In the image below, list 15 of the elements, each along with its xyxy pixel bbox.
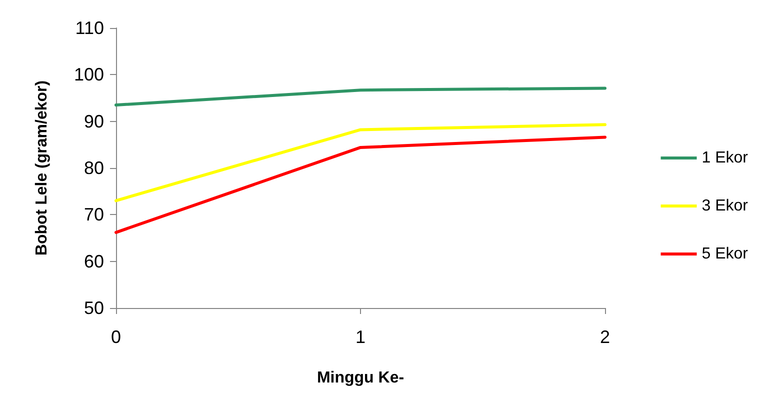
y-tick-label: 110: [75, 18, 104, 38]
x-axis-title: Minggu Ke-: [316, 370, 404, 386]
legend-label: 5 Ekor: [702, 246, 749, 262]
x-tick-label: 0: [110, 327, 122, 347]
y-tick-label: 100: [74, 64, 104, 85]
y-tick-label: 60: [84, 251, 104, 272]
y-tick-label: 50: [84, 298, 104, 318]
y-axis-title: Bobot Lele (gram/ekor): [34, 80, 50, 256]
legend-label: 1 Ekor: [702, 150, 749, 166]
y-tick-label: 80: [84, 158, 104, 178]
legend-label: 3 Ekor: [702, 198, 749, 214]
x-tick-label: 1: [355, 327, 366, 347]
y-tick-label: 70: [84, 204, 104, 225]
x-tick-label: 2: [600, 327, 610, 347]
y-tick-label: 90: [84, 111, 104, 132]
